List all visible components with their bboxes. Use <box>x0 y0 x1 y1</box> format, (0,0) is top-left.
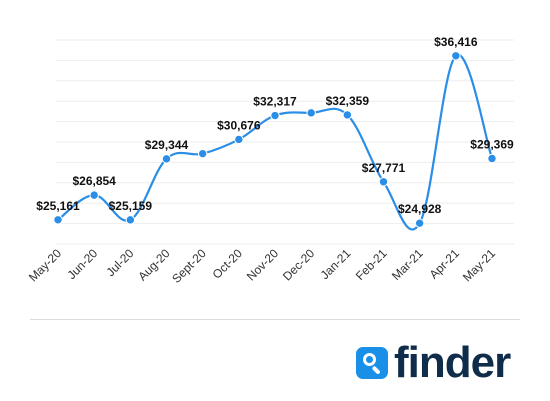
x-tick-jul-20: Jul-20 <box>103 246 136 279</box>
data-label-oct-20: $30,676 <box>217 118 261 132</box>
chart-grid <box>56 39 514 245</box>
x-tick-mar-21: Mar-21 <box>389 246 426 283</box>
data-point-may-20 <box>53 215 63 225</box>
series-line <box>57 53 494 231</box>
x-tick-nov-20: Nov-20 <box>244 246 281 283</box>
data-labels: $25,161 $26,854 $25,159 $29,344 $30,676 $32,3… <box>36 35 514 216</box>
brand-name: finder <box>394 338 511 387</box>
x-tick-oct-20: Oct-20 <box>210 246 246 282</box>
data-points <box>53 51 497 228</box>
data-label-jul-20: $25,159 <box>109 199 153 213</box>
data-point-jan-21 <box>342 110 353 120</box>
data-label-apr-21: $36,416 <box>434 35 478 49</box>
x-tick-feb-21: Feb-21 <box>353 246 390 283</box>
data-point-jul-20 <box>125 215 136 225</box>
data-label-nov-20: $32,317 <box>253 95 297 109</box>
data-point-mar-21 <box>414 218 425 228</box>
data-label-may-21: $29,369 <box>470 137 514 151</box>
x-tick-dec-20: Dec-20 <box>280 246 317 283</box>
data-point-sept-20 <box>197 148 208 159</box>
data-point-oct-20 <box>234 134 244 145</box>
data-label-aug-20: $29,344 <box>145 138 189 152</box>
x-tick-apr-21: Apr-21 <box>427 246 463 282</box>
data-label-jan-21: $32,359 <box>326 94 370 108</box>
price-line-chart: $25,161 $26,854 $25,159 $29,344 $30,676 $32,3… <box>26 35 514 286</box>
x-tick-may-21: May-21 <box>460 246 498 284</box>
data-label-feb-21: $27,771 <box>362 161 406 175</box>
data-label-jun-20: $26,854 <box>72 174 116 188</box>
finder-logo: finder <box>356 335 511 391</box>
magnifier-icon <box>356 347 388 379</box>
data-point-jun-20 <box>89 190 99 200</box>
data-point-dec-20 <box>306 108 316 118</box>
x-tick-jan-21: Jan-21 <box>318 246 354 282</box>
x-tick-aug-20: Aug-20 <box>135 246 172 283</box>
data-point-nov-20 <box>270 110 280 121</box>
x-tick-jun-20: Jun-20 <box>64 246 100 282</box>
x-tick-sept-20: Sept-20 <box>169 246 209 286</box>
divider <box>30 319 520 320</box>
data-point-feb-21 <box>378 177 389 187</box>
data-point-aug-20 <box>161 154 172 164</box>
data-point-may-21 <box>487 153 497 164</box>
x-tick-may-20: May-20 <box>26 246 64 284</box>
data-label-mar-21: $24,928 <box>398 202 442 216</box>
data-point-apr-21 <box>451 51 461 61</box>
data-label-may-20: $25,161 <box>36 199 80 213</box>
